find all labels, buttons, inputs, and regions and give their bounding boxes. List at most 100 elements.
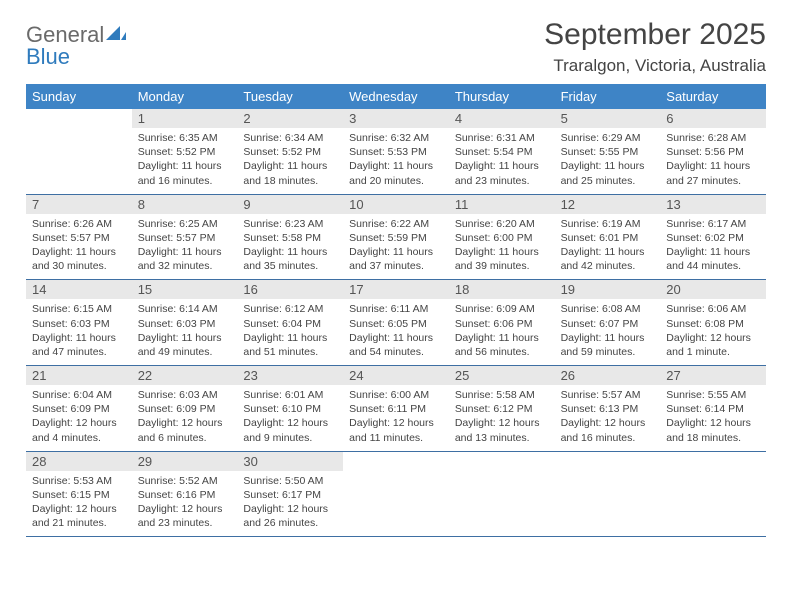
sunrise-line: Sunrise: 5:52 AM — [138, 474, 232, 488]
sunset-line: Sunset: 6:04 PM — [243, 317, 337, 331]
day-number: 29 — [132, 452, 238, 471]
daylight-line-1: Daylight: 11 hours — [243, 245, 337, 259]
daylight-line-1: Daylight: 11 hours — [243, 159, 337, 173]
sunset-line: Sunset: 6:10 PM — [243, 402, 337, 416]
day-cell: 27Sunrise: 5:55 AMSunset: 6:14 PMDayligh… — [660, 366, 766, 451]
day-body: Sunrise: 6:19 AMSunset: 6:01 PMDaylight:… — [555, 214, 661, 280]
day-cell: 6Sunrise: 6:28 AMSunset: 5:56 PMDaylight… — [660, 109, 766, 194]
day-number: 23 — [237, 366, 343, 385]
sunset-line: Sunset: 6:14 PM — [666, 402, 760, 416]
day-body: Sunrise: 6:09 AMSunset: 6:06 PMDaylight:… — [449, 299, 555, 365]
day-body: Sunrise: 6:20 AMSunset: 6:00 PMDaylight:… — [449, 214, 555, 280]
week-row: 28Sunrise: 5:53 AMSunset: 6:15 PMDayligh… — [26, 452, 766, 538]
sunrise-line: Sunrise: 6:14 AM — [138, 302, 232, 316]
location-label: Traralgon, Victoria, Australia — [544, 56, 766, 76]
week-row: 1Sunrise: 6:35 AMSunset: 5:52 PMDaylight… — [26, 109, 766, 195]
daylight-line-2: and 42 minutes. — [561, 259, 655, 273]
daylight-line-1: Daylight: 11 hours — [349, 159, 443, 173]
daylight-line-2: and 39 minutes. — [455, 259, 549, 273]
daylight-line-1: Daylight: 11 hours — [243, 331, 337, 345]
sunrise-line: Sunrise: 5:53 AM — [32, 474, 126, 488]
sunrise-line: Sunrise: 6:11 AM — [349, 302, 443, 316]
day-body: Sunrise: 6:00 AMSunset: 6:11 PMDaylight:… — [343, 385, 449, 451]
day-number: 16 — [237, 280, 343, 299]
sunset-line: Sunset: 6:03 PM — [32, 317, 126, 331]
sunrise-line: Sunrise: 6:35 AM — [138, 131, 232, 145]
day-body: Sunrise: 6:25 AMSunset: 5:57 PMDaylight:… — [132, 214, 238, 280]
day-number: 19 — [555, 280, 661, 299]
day-header-wed: Wednesday — [343, 84, 449, 109]
day-number: 20 — [660, 280, 766, 299]
day-number: 3 — [343, 109, 449, 128]
sunset-line: Sunset: 6:02 PM — [666, 231, 760, 245]
day-body: Sunrise: 6:15 AMSunset: 6:03 PMDaylight:… — [26, 299, 132, 365]
day-cell: 20Sunrise: 6:06 AMSunset: 6:08 PMDayligh… — [660, 280, 766, 365]
title-block: September 2025 Traralgon, Victoria, Aust… — [544, 18, 766, 76]
daylight-line-2: and 56 minutes. — [455, 345, 549, 359]
day-body: Sunrise: 5:53 AMSunset: 6:15 PMDaylight:… — [26, 471, 132, 537]
header-row: General Blue September 2025 Traralgon, V… — [26, 18, 766, 76]
daylight-line-1: Daylight: 11 hours — [666, 159, 760, 173]
daylight-line-2: and 32 minutes. — [138, 259, 232, 273]
calendar: Sunday Monday Tuesday Wednesday Thursday… — [26, 84, 766, 537]
daylight-line-1: Daylight: 11 hours — [138, 245, 232, 259]
day-cell: 11Sunrise: 6:20 AMSunset: 6:00 PMDayligh… — [449, 195, 555, 280]
day-number: 30 — [237, 452, 343, 471]
sunrise-line: Sunrise: 6:03 AM — [138, 388, 232, 402]
daylight-line-1: Daylight: 11 hours — [138, 159, 232, 173]
day-cell: 21Sunrise: 6:04 AMSunset: 6:09 PMDayligh… — [26, 366, 132, 451]
day-number: 1 — [132, 109, 238, 128]
daylight-line-1: Daylight: 12 hours — [243, 416, 337, 430]
day-cell: 7Sunrise: 6:26 AMSunset: 5:57 PMDaylight… — [26, 195, 132, 280]
day-number: 27 — [660, 366, 766, 385]
sunset-line: Sunset: 6:06 PM — [455, 317, 549, 331]
logo-text: General Blue — [26, 24, 126, 68]
day-body: Sunrise: 6:23 AMSunset: 5:58 PMDaylight:… — [237, 214, 343, 280]
daylight-line-1: Daylight: 11 hours — [561, 159, 655, 173]
daylight-line-1: Daylight: 12 hours — [32, 416, 126, 430]
sunrise-line: Sunrise: 6:09 AM — [455, 302, 549, 316]
daylight-line-1: Daylight: 12 hours — [666, 331, 760, 345]
sunset-line: Sunset: 5:59 PM — [349, 231, 443, 245]
day-cell: 30Sunrise: 5:50 AMSunset: 6:17 PMDayligh… — [237, 452, 343, 537]
sunset-line: Sunset: 5:57 PM — [32, 231, 126, 245]
daylight-line-1: Daylight: 12 hours — [666, 416, 760, 430]
sunrise-line: Sunrise: 5:50 AM — [243, 474, 337, 488]
day-number: 11 — [449, 195, 555, 214]
sunset-line: Sunset: 5:55 PM — [561, 145, 655, 159]
daylight-line-1: Daylight: 11 hours — [32, 331, 126, 345]
daylight-line-2: and 1 minute. — [666, 345, 760, 359]
sunrise-line: Sunrise: 6:15 AM — [32, 302, 126, 316]
daylight-line-2: and 6 minutes. — [138, 431, 232, 445]
day-cell: 10Sunrise: 6:22 AMSunset: 5:59 PMDayligh… — [343, 195, 449, 280]
day-body: Sunrise: 6:04 AMSunset: 6:09 PMDaylight:… — [26, 385, 132, 451]
daylight-line-2: and 49 minutes. — [138, 345, 232, 359]
day-body: Sunrise: 5:57 AMSunset: 6:13 PMDaylight:… — [555, 385, 661, 451]
daylight-line-2: and 25 minutes. — [561, 174, 655, 188]
day-cell — [660, 452, 766, 537]
logo-sail-icon — [106, 24, 126, 46]
daylight-line-2: and 27 minutes. — [666, 174, 760, 188]
daylight-line-1: Daylight: 11 hours — [32, 245, 126, 259]
day-body: Sunrise: 5:58 AMSunset: 6:12 PMDaylight:… — [449, 385, 555, 451]
sunrise-line: Sunrise: 6:28 AM — [666, 131, 760, 145]
daylight-line-1: Daylight: 11 hours — [349, 331, 443, 345]
sunrise-line: Sunrise: 6:19 AM — [561, 217, 655, 231]
day-header-sat: Saturday — [660, 84, 766, 109]
day-cell: 4Sunrise: 6:31 AMSunset: 5:54 PMDaylight… — [449, 109, 555, 194]
sunset-line: Sunset: 5:52 PM — [138, 145, 232, 159]
day-header-sun: Sunday — [26, 84, 132, 109]
day-body: Sunrise: 5:50 AMSunset: 6:17 PMDaylight:… — [237, 471, 343, 537]
daylight-line-2: and 51 minutes. — [243, 345, 337, 359]
day-header-thu: Thursday — [449, 84, 555, 109]
day-body: Sunrise: 6:35 AMSunset: 5:52 PMDaylight:… — [132, 128, 238, 194]
day-number: 14 — [26, 280, 132, 299]
day-cell: 15Sunrise: 6:14 AMSunset: 6:03 PMDayligh… — [132, 280, 238, 365]
day-number: 13 — [660, 195, 766, 214]
sunset-line: Sunset: 5:58 PM — [243, 231, 337, 245]
daylight-line-2: and 11 minutes. — [349, 431, 443, 445]
day-number: 21 — [26, 366, 132, 385]
day-body: Sunrise: 6:08 AMSunset: 6:07 PMDaylight:… — [555, 299, 661, 365]
day-body: Sunrise: 6:34 AMSunset: 5:52 PMDaylight:… — [237, 128, 343, 194]
day-body: Sunrise: 6:31 AMSunset: 5:54 PMDaylight:… — [449, 128, 555, 194]
